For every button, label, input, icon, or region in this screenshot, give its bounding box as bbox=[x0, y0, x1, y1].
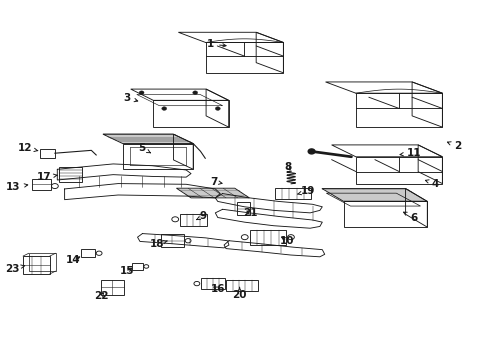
Circle shape bbox=[192, 91, 197, 94]
Circle shape bbox=[215, 107, 220, 111]
Text: 19: 19 bbox=[297, 186, 314, 197]
Text: 15: 15 bbox=[120, 266, 134, 276]
Text: 23: 23 bbox=[5, 264, 25, 274]
Text: 13: 13 bbox=[6, 182, 28, 192]
Text: 20: 20 bbox=[232, 287, 246, 300]
Text: 16: 16 bbox=[210, 284, 224, 294]
Circle shape bbox=[162, 107, 166, 111]
Text: 14: 14 bbox=[66, 255, 81, 265]
Text: 7: 7 bbox=[210, 177, 222, 187]
Text: 1: 1 bbox=[206, 39, 225, 49]
Text: 5: 5 bbox=[138, 143, 150, 153]
Text: 12: 12 bbox=[18, 143, 38, 153]
Circle shape bbox=[139, 91, 144, 94]
Text: 3: 3 bbox=[123, 93, 138, 103]
Text: 11: 11 bbox=[399, 148, 420, 158]
Text: 10: 10 bbox=[280, 236, 294, 246]
Text: 17: 17 bbox=[37, 172, 57, 182]
Text: 21: 21 bbox=[243, 208, 257, 218]
Text: 8: 8 bbox=[284, 162, 291, 172]
Text: 9: 9 bbox=[196, 211, 206, 221]
Text: 18: 18 bbox=[149, 239, 167, 249]
Text: 6: 6 bbox=[403, 212, 416, 222]
Text: 4: 4 bbox=[425, 179, 438, 189]
Text: 2: 2 bbox=[447, 141, 460, 151]
Text: 22: 22 bbox=[94, 291, 108, 301]
Circle shape bbox=[307, 149, 314, 154]
